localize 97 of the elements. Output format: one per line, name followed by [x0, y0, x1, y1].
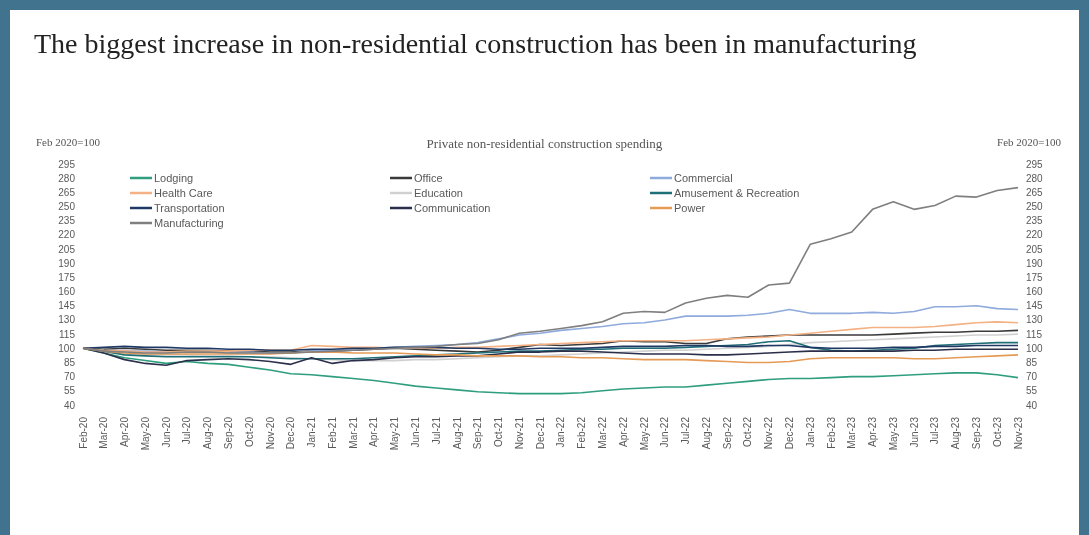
- legend-label: Office: [414, 172, 443, 184]
- y2-tick-label: 205: [1026, 243, 1044, 255]
- x-tick-label: Sep-20: [222, 416, 234, 450]
- x-tick-label: Sep-23: [970, 416, 982, 450]
- x-tick-label: May-20: [139, 416, 151, 451]
- x-tick-label: Nov-21: [513, 416, 525, 450]
- x-tick-label: Jun-22: [659, 416, 671, 448]
- x-tick-label: Feb-22: [576, 416, 588, 449]
- legend-label: Health Care: [154, 187, 213, 199]
- y-tick-label: 235: [58, 215, 76, 227]
- y2-tick-label: 85: [1026, 357, 1038, 369]
- x-tick-label: Mar-21: [347, 416, 359, 449]
- x-tick-label: Dec-20: [285, 416, 297, 450]
- y-tick-label: 70: [63, 371, 76, 383]
- x-tick-label: Aug-21: [451, 416, 463, 450]
- y2-tick-label: 100: [1026, 342, 1044, 354]
- y-tick-label: 265: [58, 186, 76, 198]
- x-tick-label: Nov-22: [763, 416, 775, 450]
- x-tick-label: Jan-21: [306, 416, 318, 448]
- x-tick-label: Dec-22: [783, 416, 795, 450]
- x-tick-label: Jun-21: [409, 416, 421, 448]
- y2-tick-label: 265: [1026, 186, 1044, 198]
- legend-label: Education: [414, 187, 463, 199]
- y-tick-label: 250: [58, 201, 76, 213]
- x-tick-label: Apr-22: [617, 416, 629, 448]
- x-tick-label: Jan-23: [804, 416, 816, 448]
- y-tick-label: 205: [58, 243, 76, 255]
- x-tick-label: Dec-21: [534, 416, 546, 450]
- y2-tick-label: 55: [1026, 385, 1038, 397]
- y-tick-label: 130: [58, 314, 76, 326]
- y2-tick-label: 40: [1026, 399, 1038, 411]
- x-tick-label: Sep-21: [472, 416, 484, 450]
- legend-label: Commercial: [674, 172, 733, 184]
- x-tick-label: May-21: [389, 416, 401, 451]
- y-tick-label: 55: [63, 385, 76, 397]
- x-tick-label: Feb-20: [77, 416, 89, 449]
- x-tick-label: Oct-20: [243, 416, 255, 448]
- x-tick-label: May-23: [887, 416, 899, 451]
- legend-label: Power: [674, 202, 706, 214]
- y2-tick-label: 295: [1026, 158, 1044, 170]
- y-tick-label: 295: [58, 158, 76, 170]
- x-tick-label: Feb-23: [825, 416, 837, 449]
- y2-tick-label: 190: [1026, 257, 1044, 269]
- y-tick-label: 145: [58, 300, 76, 312]
- x-tick-label: Mar-20: [98, 416, 110, 449]
- x-tick-label: Apr-23: [867, 416, 879, 448]
- y2-tick-label: 145: [1026, 300, 1044, 312]
- y2-tick-label: 70: [1026, 371, 1038, 383]
- x-tick-label: Mar-23: [846, 416, 858, 449]
- y2-tick-label: 235: [1026, 215, 1044, 227]
- y-tick-label: 220: [58, 229, 76, 241]
- y2-tick-label: 160: [1026, 286, 1044, 298]
- y-tick-label: 160: [58, 286, 76, 298]
- y2-tick-label: 250: [1026, 201, 1044, 213]
- y-tick-label: 40: [63, 399, 76, 411]
- x-tick-label: Apr-20: [119, 416, 131, 448]
- legend-label: Amusement & Recreation: [674, 187, 800, 199]
- y-tick-label: 175: [58, 271, 76, 283]
- y-tick-label: 190: [58, 257, 76, 269]
- x-tick-label: Feb-21: [326, 416, 338, 449]
- y-tick-label: 85: [63, 357, 76, 369]
- x-tick-label: Nov-20: [264, 416, 276, 450]
- legend-label: Lodging: [154, 172, 194, 184]
- x-tick-label: Jun-23: [908, 416, 920, 448]
- x-tick-label: Jun-20: [160, 416, 172, 448]
- x-tick-label: Aug-23: [950, 416, 962, 450]
- chart-subtitle: Private non-residential construction spending: [426, 136, 663, 151]
- legend-label: Communication: [414, 202, 491, 214]
- y-tick-label: 100: [58, 342, 76, 354]
- x-tick-label: Aug-22: [700, 416, 712, 450]
- y2-tick-label: 220: [1026, 229, 1044, 241]
- x-tick-label: Aug-20: [202, 416, 214, 450]
- x-tick-label: May-22: [638, 416, 650, 451]
- x-tick-label: Apr-21: [368, 416, 380, 448]
- y-tick-label: 115: [59, 328, 76, 340]
- y-tick-label: 280: [58, 172, 76, 184]
- y-axis-title: Feb 2020=100: [36, 136, 100, 148]
- x-tick-label: Jul-23: [929, 416, 941, 445]
- x-tick-label: Nov-23: [1012, 416, 1024, 450]
- x-tick-label: Oct-22: [742, 416, 754, 448]
- x-tick-label: Oct-23: [991, 416, 1003, 448]
- y2-tick-label: 115: [1026, 328, 1043, 340]
- y2-tick-label: 280: [1026, 172, 1044, 184]
- x-tick-label: Mar-22: [596, 416, 608, 449]
- x-tick-label: Jul-20: [181, 416, 193, 445]
- y2-tick-label: 130: [1026, 314, 1044, 326]
- chart-title: The biggest increase in non-residential construction has been in manufacturing: [34, 28, 917, 60]
- x-tick-label: Jul-21: [430, 416, 442, 445]
- x-tick-label: Sep-22: [721, 416, 733, 450]
- legend-label: Manufacturing: [154, 217, 224, 229]
- y2-tick-label: 175: [1026, 271, 1044, 283]
- x-tick-label: Jan-22: [555, 416, 567, 448]
- x-tick-label: Jul-22: [680, 416, 692, 445]
- x-tick-label: Oct-21: [493, 416, 505, 448]
- y2-axis-title: Feb 2020=100: [997, 136, 1061, 148]
- line-series: [82, 186, 1019, 354]
- legend-label: Transportation: [154, 202, 225, 214]
